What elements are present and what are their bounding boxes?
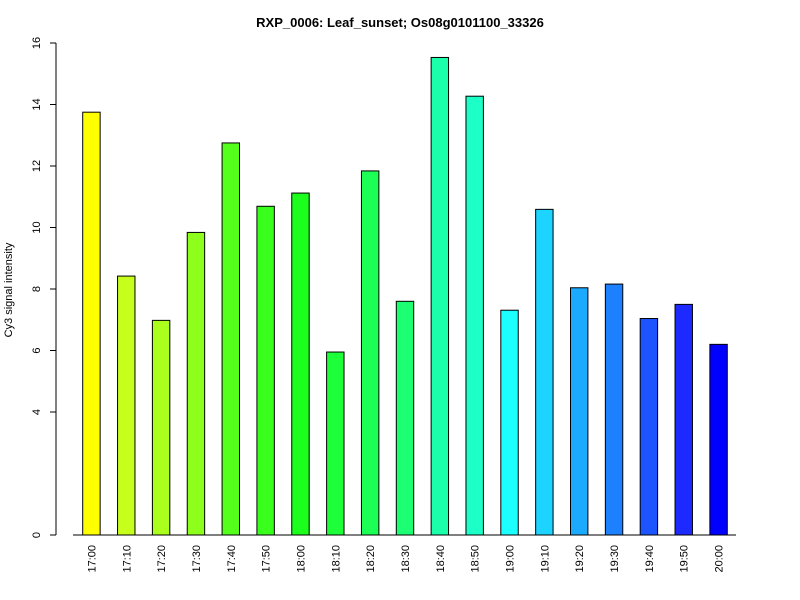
y-tick-label: 8: [31, 286, 43, 292]
chart-title: RXP_0006: Leaf_sunset; Os08g0101100_3332…: [256, 15, 544, 30]
bars: [82, 56, 728, 536]
x-tick-label: 17:50: [261, 545, 273, 573]
bar-1730: [186, 231, 206, 536]
bar-1920: [570, 287, 589, 536]
y-tick-label: 6: [31, 347, 43, 353]
bar-1850: [465, 95, 484, 536]
y-tick-label: 16: [31, 37, 43, 49]
bar-1910: [535, 208, 554, 536]
x-tick-label: 19:50: [679, 545, 691, 573]
bar-1800: [291, 192, 310, 536]
x-tick-label: 18:10: [330, 545, 342, 573]
bar-1930: [604, 283, 624, 536]
bar-1700: [82, 111, 101, 536]
y-tick-label: 14: [31, 98, 43, 110]
bar-1830: [395, 300, 415, 536]
x-axis: 17:00 17:10 17:20 17:30 17:40 17:50 18:00 18:10…: [73, 534, 736, 573]
y-axis-label: Cy3 signal intensity: [3, 242, 15, 337]
x-tick-label: 17:20: [156, 545, 168, 573]
bar-1710: [117, 275, 136, 536]
bar-1900: [500, 309, 519, 536]
bar-1810: [326, 351, 345, 536]
bar-1750: [256, 205, 275, 536]
y-tick-label: 12: [31, 160, 43, 172]
bar-1820: [360, 170, 380, 536]
y-axis: 0 4 6 8 10 12 14 16: [31, 37, 57, 538]
x-tick-label: 19:30: [609, 545, 621, 573]
x-tick-label: 19:20: [574, 545, 586, 573]
bar-1720: [151, 319, 171, 536]
x-tick-label: 18:00: [295, 545, 307, 573]
x-tick-label: 19:00: [505, 545, 517, 573]
x-tick-label: 17:10: [121, 545, 133, 573]
bar-2000: [709, 343, 728, 536]
x-tick-label: 17:00: [86, 545, 98, 573]
bar-1840: [430, 56, 450, 536]
x-tick-label: 20:00: [714, 545, 726, 573]
y-tick-label: 4: [31, 409, 43, 415]
bar-1950: [674, 303, 693, 536]
x-tick-label: 19:10: [539, 545, 551, 573]
y-tick-label: 0: [31, 532, 43, 538]
x-tick-label: 18:40: [435, 545, 447, 573]
x-tick-label: 19:40: [644, 545, 656, 573]
x-tick-label: 18:20: [365, 545, 377, 573]
x-tick-label: 17:40: [226, 545, 238, 573]
x-tick-label: 18:50: [470, 545, 482, 573]
y-tick-label: 10: [31, 221, 43, 233]
bar-1740: [221, 142, 241, 536]
bar-1940: [639, 318, 659, 536]
x-tick-label: 17:30: [191, 545, 203, 573]
x-tick-label: 18:30: [400, 545, 412, 573]
